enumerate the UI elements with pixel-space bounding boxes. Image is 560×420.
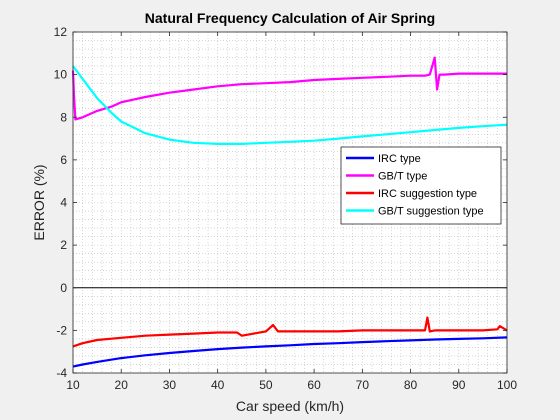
x-tick-label: 70 — [356, 378, 370, 392]
x-tick-label: 100 — [497, 378, 517, 392]
x-tick-label: 60 — [307, 378, 321, 392]
x-axis-label: Car speed (km/h) — [236, 398, 344, 414]
x-tick-label: 20 — [115, 378, 129, 392]
legend-label: IRC suggestion type — [378, 188, 477, 200]
x-tick-label: 80 — [404, 378, 418, 392]
x-tick-label: 90 — [452, 378, 466, 392]
chart-title: Natural Frequency Calculation of Air Spr… — [145, 10, 435, 26]
y-tick-label: 12 — [54, 25, 68, 39]
y-tick-label: -2 — [56, 323, 67, 337]
x-tick-label: 40 — [211, 378, 225, 392]
series-group — [71, 56, 508, 368]
legend-label: IRC type — [378, 153, 421, 165]
x-tick-label: 10 — [66, 378, 80, 392]
y-tick-label: 4 — [60, 196, 67, 210]
y-tick-label: -4 — [56, 366, 67, 380]
legend-label: GB/T suggestion type — [378, 206, 484, 218]
series-line-3 — [72, 65, 508, 145]
y-tick-label: 10 — [54, 68, 68, 82]
y-tick-label: 8 — [60, 110, 67, 124]
legend-label: GB/T type — [378, 171, 427, 183]
x-tick-label: 50 — [259, 378, 273, 392]
y-axis-label: ERROR (%) — [31, 164, 47, 240]
axis-ticks: 10 20 30 40 50 60 70 80 90 100 -4 -2 0 2 4 6 8 10 12 — [54, 25, 518, 392]
y-tick-label: 6 — [60, 153, 67, 167]
y-tick-label: 0 — [60, 281, 67, 295]
y-tick-label: 2 — [60, 238, 67, 252]
series-line-0 — [72, 336, 508, 368]
legend: IRC type GB/T type IRC suggestion type GB/T… — [340, 146, 502, 225]
series-line-2 — [72, 316, 508, 348]
x-tick-label: 30 — [163, 378, 177, 392]
series-line-1 — [71, 56, 507, 121]
